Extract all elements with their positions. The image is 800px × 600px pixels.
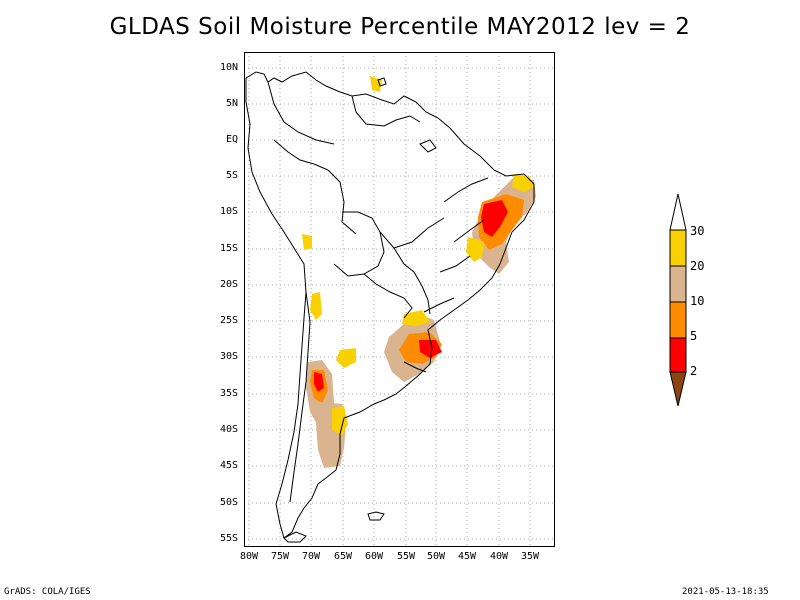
shade-2-5 [314, 372, 324, 392]
island-trinidad [377, 77, 387, 87]
border-paraguay [363, 273, 413, 319]
lon-tick-label: 70W [301, 551, 321, 562]
lat-tick-label: 35S [219, 388, 238, 399]
border-guianas [351, 95, 421, 127]
border-colombia-peru [273, 139, 329, 171]
footer-credit: GrADS: COLA/IGES [4, 587, 91, 597]
shade-20-30 [402, 310, 430, 326]
lon-tick-label: 50W [426, 551, 446, 562]
lat-tick-label: 45S [219, 460, 238, 471]
legend-swatch-2-5 [669, 337, 687, 373]
lon-tick-label: 40W [489, 551, 509, 562]
lat-tick-label: EQ [225, 134, 238, 145]
island-tierra-del-fuego [283, 531, 307, 543]
footer-timestamp: 2021-05-13-18:35 [682, 587, 769, 597]
legend-swatch-below-2 [669, 371, 687, 407]
shade-2-5 [481, 200, 508, 237]
legend-label: 10 [690, 294, 705, 308]
lon-tick-label: 55W [396, 551, 416, 562]
lat-tick-label: 55S [219, 533, 238, 544]
legend-swatch-5-10 [669, 301, 687, 339]
lat-tick-label: 5S [225, 170, 238, 181]
lat-tick-label: 25S [219, 315, 238, 326]
legend-swatch-10-20 [669, 265, 687, 303]
legend-swatch-above-30 [669, 193, 687, 231]
lon-tick-label: 80W [239, 551, 259, 562]
shade-20-30 [310, 292, 322, 320]
lon-tick-label: 45W [457, 551, 477, 562]
lat-tick-label: 5N [225, 98, 238, 109]
border-bolivia [333, 211, 385, 277]
border-venezuela-colombia [267, 81, 335, 145]
percentile-shading [302, 76, 536, 468]
island-marajo [419, 139, 437, 153]
legend-label: 2 [690, 364, 698, 378]
border-brazil-states [393, 177, 489, 313]
border-argentina-chile [289, 291, 311, 503]
lon-tick-label: 60W [364, 551, 384, 562]
lat-tick-label: 20S [219, 279, 238, 290]
legend-label: 20 [690, 259, 705, 273]
shade-20-30 [332, 406, 348, 436]
border-peru-brazil [327, 169, 357, 235]
coastlines [245, 71, 535, 543]
legend-label: 30 [690, 224, 705, 238]
map-title: GLDAS Soil Moisture Percentile MAY2012 l… [109, 14, 691, 40]
legend-label: 5 [690, 329, 698, 343]
lat-tick-label: 40S [219, 424, 238, 435]
map-gridlines [244, 52, 555, 547]
shade-2-5 [419, 340, 442, 358]
lon-tick-label: 75W [270, 551, 290, 562]
shade-20-30 [466, 237, 484, 262]
lat-tick-label: 50S [219, 497, 238, 508]
colorbar-legend [669, 193, 687, 407]
lat-tick-label: 10S [219, 206, 238, 217]
lat-tick-label: 15S [219, 243, 238, 254]
lon-tick-label: 65W [333, 551, 353, 562]
border-uruguay [403, 361, 427, 373]
shade-20-30 [302, 234, 312, 250]
lat-tick-label: 10N [219, 62, 238, 73]
continent-outline [245, 71, 535, 539]
map-panel [244, 52, 555, 547]
lon-tick-label: 35W [520, 551, 540, 562]
map-border [244, 52, 555, 547]
shade-20-30 [336, 348, 356, 368]
legend-swatch-20-30 [669, 229, 687, 267]
island-falklands [367, 511, 385, 521]
lat-tick-label: 30S [219, 351, 238, 362]
